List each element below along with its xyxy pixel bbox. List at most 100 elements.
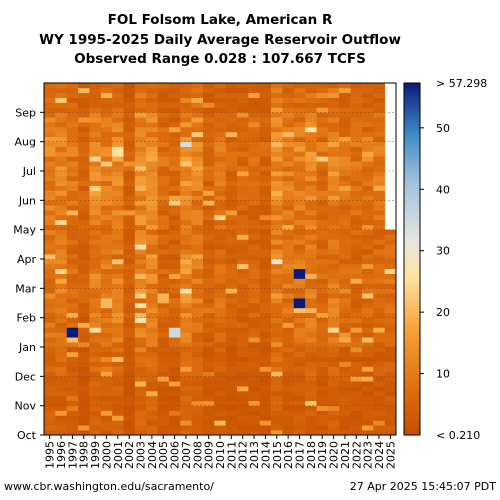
x-tick-label: 2012 bbox=[237, 441, 250, 469]
heatmap-cell bbox=[55, 386, 67, 392]
heatmap-cell bbox=[316, 215, 329, 221]
heatmap-cell bbox=[180, 87, 192, 94]
heatmap-cell bbox=[316, 219, 329, 226]
heatmap-cell bbox=[78, 239, 90, 245]
heatmap-cell bbox=[237, 156, 249, 162]
heatmap-cell bbox=[350, 146, 363, 152]
heatmap-cell bbox=[305, 205, 317, 211]
heatmap-cell bbox=[191, 361, 204, 367]
heatmap-cell bbox=[373, 376, 385, 382]
heatmap-cell bbox=[78, 215, 90, 221]
heatmap-cell bbox=[146, 131, 158, 138]
heatmap-cell bbox=[327, 298, 340, 304]
heatmap-cell bbox=[339, 244, 351, 250]
heatmap-cell bbox=[248, 283, 261, 289]
heatmap-cell bbox=[305, 361, 317, 367]
heatmap-cell bbox=[282, 87, 295, 94]
heatmap-cell bbox=[384, 342, 397, 348]
heatmap-cell bbox=[293, 278, 306, 284]
heatmap-cell bbox=[112, 263, 124, 270]
heatmap-cell bbox=[327, 146, 340, 152]
heatmap-cell bbox=[271, 430, 283, 436]
heatmap-cell bbox=[237, 175, 249, 182]
heatmap-cell bbox=[55, 430, 67, 436]
heatmap-cell bbox=[316, 356, 329, 362]
heatmap-cell bbox=[305, 156, 317, 162]
heatmap-cell bbox=[327, 376, 340, 382]
heatmap-cell bbox=[66, 215, 79, 221]
heatmap-cell bbox=[271, 371, 283, 377]
heatmap-cell bbox=[66, 229, 79, 235]
heatmap-cell bbox=[100, 303, 113, 309]
heatmap-cell bbox=[282, 371, 295, 377]
heatmap-cell bbox=[89, 332, 102, 338]
heatmap-cell bbox=[384, 337, 397, 343]
heatmap-cell bbox=[316, 430, 329, 436]
heatmap-cell bbox=[78, 278, 90, 284]
x-tick-label: 2010 bbox=[214, 441, 227, 469]
heatmap-cell bbox=[180, 234, 192, 240]
heatmap-cell bbox=[327, 171, 340, 177]
heatmap-cell bbox=[271, 92, 283, 98]
heatmap-cell bbox=[55, 312, 67, 318]
heatmap-cell bbox=[305, 342, 317, 348]
heatmap-cell bbox=[123, 366, 136, 372]
heatmap-cell bbox=[112, 391, 124, 397]
heatmap-cell bbox=[248, 190, 261, 196]
heatmap-cell bbox=[134, 273, 147, 279]
heatmap-cell bbox=[100, 391, 113, 397]
heatmap-cell bbox=[78, 141, 90, 147]
heatmap-cell bbox=[237, 224, 249, 230]
heatmap-cell bbox=[361, 215, 374, 221]
heatmap-cell bbox=[134, 185, 147, 191]
heatmap-cell bbox=[361, 239, 374, 245]
heatmap-cell bbox=[248, 317, 261, 323]
heatmap-cell bbox=[180, 307, 192, 314]
heatmap-cell bbox=[339, 151, 351, 157]
heatmap-cell bbox=[66, 171, 79, 177]
heatmap-cell bbox=[271, 420, 283, 426]
heatmap-cell bbox=[350, 156, 363, 162]
heatmap-cell bbox=[78, 420, 90, 426]
heatmap-cell bbox=[157, 381, 170, 387]
heatmap-cell bbox=[248, 371, 261, 377]
heatmap-cell bbox=[361, 83, 374, 89]
heatmap-cell bbox=[44, 356, 56, 362]
heatmap-cell bbox=[55, 391, 67, 397]
heatmap-cell bbox=[293, 425, 306, 431]
heatmap-cell bbox=[191, 298, 204, 304]
heatmap-cell bbox=[350, 175, 363, 182]
heatmap-cell bbox=[373, 288, 385, 294]
heatmap-cell bbox=[384, 234, 397, 240]
heatmap-cell bbox=[202, 254, 215, 260]
heatmap-cell bbox=[89, 131, 102, 138]
heatmap-cell bbox=[89, 381, 102, 387]
heatmap-cell bbox=[168, 337, 181, 343]
y-tick-label: Jan bbox=[18, 341, 36, 354]
heatmap-cell bbox=[373, 425, 385, 431]
heatmap-cell bbox=[168, 234, 181, 240]
heatmap-cell bbox=[305, 347, 317, 353]
heatmap-cell bbox=[225, 386, 238, 392]
heatmap-cell bbox=[361, 278, 374, 284]
heatmap-cell bbox=[146, 278, 158, 284]
heatmap-cell bbox=[271, 273, 283, 279]
heatmap-cell bbox=[373, 205, 385, 211]
heatmap-cell bbox=[168, 415, 181, 421]
heatmap-cell bbox=[350, 400, 363, 406]
x-tick-label: 2005 bbox=[157, 441, 170, 469]
heatmap-cell bbox=[259, 185, 272, 191]
heatmap-cell bbox=[316, 83, 329, 89]
heatmap-cell bbox=[44, 327, 56, 333]
heatmap-cell bbox=[305, 259, 317, 265]
heatmap-cell bbox=[316, 347, 329, 353]
heatmap-cell bbox=[384, 381, 397, 387]
heatmap-cell bbox=[316, 166, 329, 172]
heatmap-cell bbox=[271, 200, 283, 206]
heatmap-cell bbox=[384, 361, 397, 367]
heatmap-cell bbox=[259, 273, 272, 279]
heatmap-cell bbox=[361, 127, 374, 133]
heatmap-cell bbox=[191, 166, 204, 172]
y-tick-label: Jun bbox=[18, 194, 36, 207]
heatmap-cell bbox=[180, 288, 192, 294]
